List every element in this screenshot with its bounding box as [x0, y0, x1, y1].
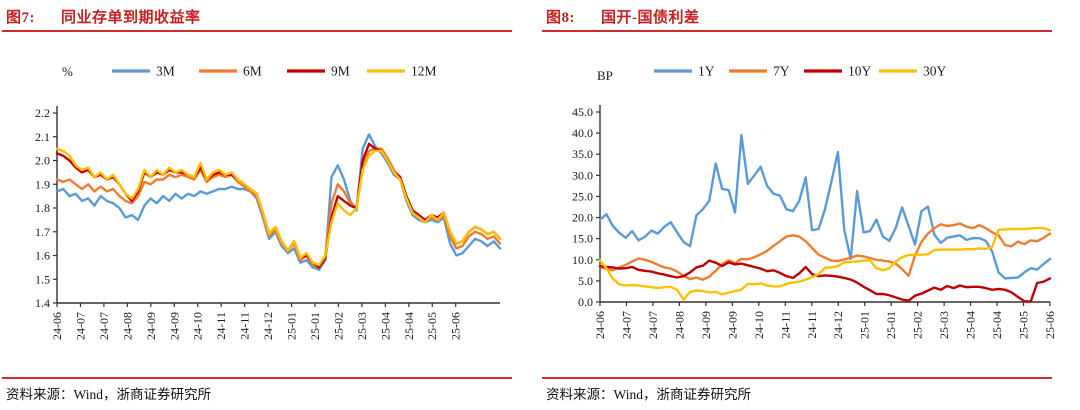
- figure-7-title-rule: [2, 30, 512, 32]
- y-tick-label: 45.0: [572, 105, 593, 119]
- x-tick-label: 24-08: [120, 312, 134, 340]
- series-line-30Y: [598, 226, 1052, 301]
- x-tick-label: 24-11: [238, 312, 252, 340]
- x-tick-label: 25-05: [425, 312, 439, 340]
- x-tick-label: 24-10: [752, 311, 766, 339]
- x-tick-label: 25-04: [990, 311, 1004, 339]
- figure-7-header: 图7: 同业存单到期收益率: [6, 6, 201, 27]
- y-tick-label: 1.7: [35, 225, 50, 239]
- figure-8-source-rule: [542, 377, 1052, 379]
- y-tick-label: 40.0: [572, 126, 593, 140]
- figure-8-source-note: 资料来源：Wind，浙商证券研究所: [546, 387, 751, 402]
- x-tick-label: 24-07: [73, 312, 87, 340]
- legend-label-30Y: 30Y: [923, 64, 947, 79]
- y-tick-label: 20.0: [572, 211, 593, 225]
- x-tick-label: 24-10: [191, 312, 205, 340]
- y-tick-label: 2.2: [35, 106, 50, 120]
- x-tick-label: 25-03: [937, 311, 951, 339]
- x-tick-label: 25-04: [964, 311, 978, 339]
- x-tick-label: 25-01: [285, 312, 299, 340]
- x-tick-label: 25-01: [308, 312, 322, 340]
- series-line-3M: [55, 133, 502, 271]
- series-line-10Y: [598, 259, 1052, 303]
- y-tick-label: 2.0: [35, 154, 50, 168]
- y-tick-label: 2.1: [35, 130, 50, 144]
- x-tick-label: 24-09: [167, 312, 181, 340]
- x-tick-label: 25-02: [331, 312, 345, 340]
- y-tick-label: 25.0: [572, 189, 593, 203]
- x-tick-label: 24-08: [672, 311, 686, 339]
- legend-label-12M: 12M: [411, 64, 437, 79]
- x-tick-label: 24-12: [831, 311, 845, 339]
- x-tick-label: 25-06: [449, 312, 463, 340]
- y-tick-label: 1.8: [35, 201, 50, 215]
- x-tick-label: 24-09: [144, 312, 158, 340]
- x-tick-label: 25-01: [858, 311, 872, 339]
- x-tick-label: 24-12: [261, 312, 275, 340]
- series-line-1Y: [598, 133, 1052, 280]
- x-tick-label: 24-11: [805, 311, 819, 339]
- y-tick-label: 35.0: [572, 147, 593, 161]
- y-tick-label: 1.9: [35, 177, 50, 191]
- x-tick-label: 24-09: [699, 311, 713, 339]
- x-tick-label: 24-06: [50, 312, 64, 340]
- x-tick-label: 25-05: [1017, 311, 1031, 339]
- y-tick-label: 30.0: [572, 168, 593, 182]
- series-line-12M: [55, 147, 502, 267]
- x-tick-label: 25-06: [1043, 311, 1057, 339]
- x-tick-label: 24-07: [97, 312, 111, 340]
- x-tick-label: 25-04: [378, 312, 392, 340]
- figure-8-header: 图8: 国开-国债利差: [546, 6, 700, 27]
- figure-7-source-rule: [2, 377, 512, 379]
- x-tick-label: 24-09: [725, 311, 739, 339]
- series-line-9M: [55, 142, 502, 269]
- legend-label-3M: 3M: [156, 64, 175, 79]
- y-tick-label: 10.0: [572, 253, 593, 267]
- legend-label-10Y: 10Y: [848, 64, 872, 79]
- y-tick-label: 1.5: [35, 272, 50, 286]
- x-tick-label: 24-07: [646, 311, 660, 339]
- figure-8-title-rule: [542, 30, 1052, 32]
- x-tick-label: 24-11: [778, 311, 792, 339]
- x-tick-label: 24-11: [214, 312, 228, 340]
- figure-panel-8: 图8: 国开-国债利差 BP 1Y 7Y 10Y 30Y 45.0 40.0 35.0 30.0 2…: [540, 0, 1080, 410]
- x-tick-label: 25-02: [911, 311, 925, 339]
- axis-unit-label: %: [62, 64, 73, 79]
- y-tick-label: 1.6: [35, 249, 50, 263]
- legend-label-7Y: 7Y: [773, 64, 790, 79]
- y-tick-label: 1.4: [35, 296, 50, 310]
- figure-7-title: 同业存单到期收益率: [61, 10, 201, 26]
- x-tick-label: 24-07: [619, 311, 633, 339]
- x-tick-label: 25-01: [884, 311, 898, 339]
- series-line-7Y: [598, 222, 1052, 281]
- x-tick-label: 25-03: [355, 312, 369, 340]
- x-tick-label: 24-06: [593, 311, 607, 339]
- y-tick-label: 0.0: [578, 295, 593, 309]
- axis-unit-label: BP: [597, 68, 613, 83]
- figure-7-label: 图7:: [6, 10, 35, 26]
- x-tick-label: 25-04: [402, 312, 416, 340]
- figure-7-source-note: 资料来源：Wind，浙商证券研究所: [6, 387, 211, 402]
- figure-8-label: 图8:: [546, 10, 575, 26]
- cd-maturity-yield-chart: % 3M 6M 9M 12M2.22.12.01.91.81.71.61.51.424-…: [35, 64, 502, 340]
- series-line-6M: [55, 147, 502, 269]
- legend-label-6M: 6M: [243, 64, 262, 79]
- figure-panel-7: 图7: 同业存单到期收益率 % 3M 6M 9M 12M 2.2 2.1 2.0 1.9 1.8 1.…: [2, 6, 512, 402]
- legend-label-1Y: 1Y: [698, 64, 715, 79]
- legend-label-9M: 9M: [331, 64, 350, 79]
- y-tick-label: 15.0: [572, 232, 593, 246]
- cdb-treasury-spread-chart: BP 1Y 7Y 10Y 30Y 45.0 40.0 35.0 30.0 25.0 20.0 15.0…: [572, 64, 1057, 340]
- y-tick-label: 5.0: [578, 274, 593, 288]
- figure-8-title: 国开-国债利差: [601, 10, 700, 26]
